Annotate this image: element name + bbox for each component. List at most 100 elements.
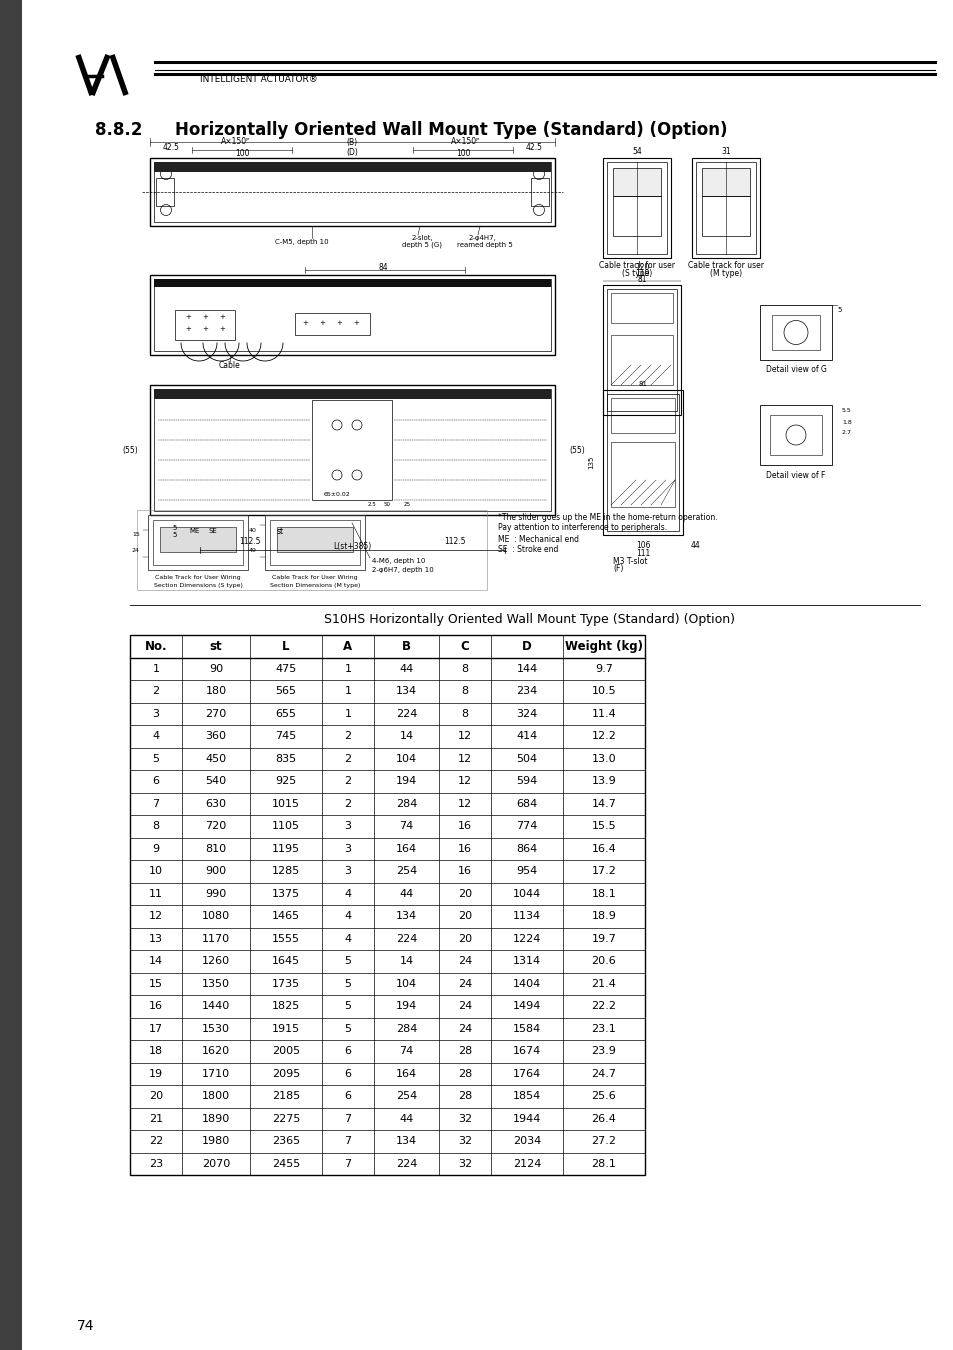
Text: 15: 15 xyxy=(132,532,140,537)
Text: 925: 925 xyxy=(275,776,296,786)
Text: 15.5: 15.5 xyxy=(591,821,616,832)
Text: 22: 22 xyxy=(149,1137,163,1146)
Text: 32: 32 xyxy=(457,1158,472,1169)
Text: 1170: 1170 xyxy=(202,934,230,944)
Bar xyxy=(148,514,248,570)
Text: 2070: 2070 xyxy=(202,1158,230,1169)
Text: 2: 2 xyxy=(344,732,352,741)
Text: 1735: 1735 xyxy=(272,979,300,988)
Text: +: + xyxy=(185,325,191,332)
Text: 1494: 1494 xyxy=(513,1002,540,1011)
Text: 180: 180 xyxy=(205,686,226,697)
Text: 16: 16 xyxy=(457,844,472,853)
Bar xyxy=(701,167,749,196)
Text: No.: No. xyxy=(145,640,167,653)
Text: 1465: 1465 xyxy=(272,911,300,921)
Text: 18: 18 xyxy=(149,1046,163,1056)
Text: 835: 835 xyxy=(275,753,296,764)
Text: 7: 7 xyxy=(344,1158,352,1169)
Text: 106: 106 xyxy=(635,540,650,549)
Text: 9.7: 9.7 xyxy=(595,664,612,674)
Text: 24: 24 xyxy=(132,548,140,552)
Text: 25.6: 25.6 xyxy=(591,1091,616,1102)
Text: 14: 14 xyxy=(399,732,414,741)
Text: C-M5, depth 10: C-M5, depth 10 xyxy=(274,239,329,244)
Text: 15: 15 xyxy=(149,979,163,988)
Text: 19: 19 xyxy=(149,1069,163,1079)
Text: 135: 135 xyxy=(587,456,594,470)
Text: 134: 134 xyxy=(395,686,416,697)
Text: 28: 28 xyxy=(457,1046,472,1056)
Text: 1915: 1915 xyxy=(272,1023,300,1034)
Text: 20: 20 xyxy=(457,888,472,899)
Text: 6: 6 xyxy=(344,1091,351,1102)
Text: 44: 44 xyxy=(690,540,700,549)
Text: 1764: 1764 xyxy=(513,1069,540,1079)
Text: 1645: 1645 xyxy=(272,956,300,967)
Text: 3: 3 xyxy=(344,867,351,876)
Text: Cable: Cable xyxy=(219,360,240,370)
Bar xyxy=(276,526,353,552)
Bar xyxy=(691,158,760,258)
Text: (B): (B) xyxy=(346,138,357,147)
Bar xyxy=(150,158,555,225)
Text: 2095: 2095 xyxy=(272,1069,300,1079)
Text: 2: 2 xyxy=(344,799,352,809)
Bar xyxy=(613,167,660,196)
Text: L(st+385): L(st+385) xyxy=(333,543,372,552)
Bar xyxy=(153,389,551,400)
Text: 234: 234 xyxy=(516,686,537,697)
Text: 1260: 1260 xyxy=(202,956,230,967)
Text: 134: 134 xyxy=(395,1137,416,1146)
Bar xyxy=(606,162,666,254)
Bar xyxy=(265,514,365,570)
Text: 2365: 2365 xyxy=(272,1137,300,1146)
Text: 42.5: 42.5 xyxy=(525,143,542,153)
Text: 774: 774 xyxy=(516,821,537,832)
Bar xyxy=(760,405,831,464)
Text: 720: 720 xyxy=(205,821,227,832)
Text: 900: 900 xyxy=(205,867,226,876)
Text: 18.1: 18.1 xyxy=(591,888,616,899)
Text: 1944: 1944 xyxy=(513,1114,540,1123)
Text: 1350: 1350 xyxy=(202,979,230,988)
Text: 810: 810 xyxy=(205,844,226,853)
Text: 134: 134 xyxy=(395,911,416,921)
Text: 1375: 1375 xyxy=(272,888,300,899)
Text: 31: 31 xyxy=(720,147,730,155)
Text: 19.7: 19.7 xyxy=(591,934,616,944)
Text: 119: 119 xyxy=(634,269,648,278)
Text: 13.9: 13.9 xyxy=(591,776,616,786)
Text: 6: 6 xyxy=(152,776,159,786)
Text: 2.5: 2.5 xyxy=(367,502,376,508)
Text: 8.8.2: 8.8.2 xyxy=(95,122,142,139)
Text: 224: 224 xyxy=(395,709,416,718)
Text: 11.4: 11.4 xyxy=(591,709,616,718)
Text: 27.2: 27.2 xyxy=(591,1137,616,1146)
Text: 16: 16 xyxy=(457,821,472,832)
Bar xyxy=(137,510,486,590)
Text: (S type): (S type) xyxy=(621,270,652,278)
Text: SE  : Stroke end: SE : Stroke end xyxy=(497,544,558,554)
Text: 44: 44 xyxy=(399,664,414,674)
Text: 1134: 1134 xyxy=(513,911,540,921)
Text: Detail view of G: Detail view of G xyxy=(764,366,825,374)
Text: Cable Track for User Wiring: Cable Track for User Wiring xyxy=(155,575,240,580)
Text: 7: 7 xyxy=(344,1114,352,1123)
Text: 50: 50 xyxy=(383,502,390,508)
Text: 23: 23 xyxy=(149,1158,163,1169)
Text: 14: 14 xyxy=(399,956,414,967)
Bar xyxy=(312,400,392,500)
Text: Cable track for user: Cable track for user xyxy=(687,262,763,270)
Text: 11: 11 xyxy=(149,888,163,899)
Bar xyxy=(160,526,235,552)
Text: Cable Track for User Wiring: Cable Track for User Wiring xyxy=(272,575,357,580)
Text: 864: 864 xyxy=(516,844,537,853)
Text: 25: 25 xyxy=(403,502,410,508)
Text: 23.9: 23.9 xyxy=(591,1046,616,1056)
Text: 74: 74 xyxy=(399,821,414,832)
Text: 3: 3 xyxy=(152,709,159,718)
Text: 5.5: 5.5 xyxy=(841,408,851,413)
Text: 4: 4 xyxy=(344,934,352,944)
Text: 2005: 2005 xyxy=(272,1046,300,1056)
